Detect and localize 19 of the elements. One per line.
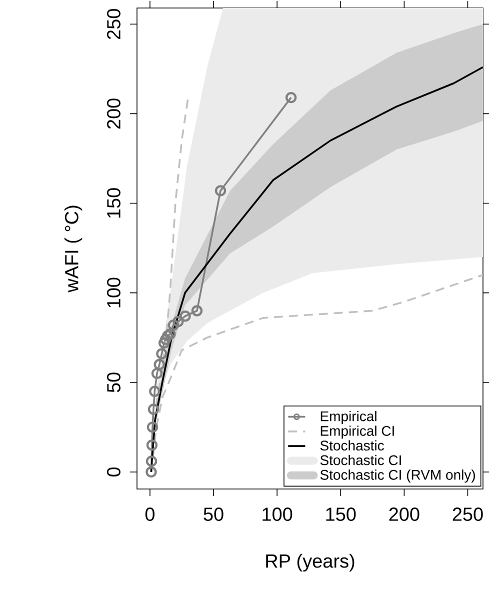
- legend-label: Empirical CI: [320, 426, 394, 439]
- x-tick-label: 150: [326, 508, 356, 521]
- y-tick-label: 200: [107, 98, 120, 129]
- y-tick-label: 250: [107, 9, 120, 40]
- legend-label: Stochastic: [320, 440, 384, 451]
- x-tick-label: 200: [389, 508, 420, 521]
- x-tick-label: 0: [145, 508, 154, 521]
- y-tick-label: 100: [107, 278, 120, 308]
- x-tick-label: 50: [204, 508, 224, 521]
- legend-label: Stochastic CI: [320, 454, 401, 466]
- y-tick-label: 0: [107, 467, 120, 477]
- legend-label: Empirical: [320, 410, 376, 424]
- y-tick-label: 150: [107, 188, 120, 218]
- legend-label: Stochastic CI (RVM only): [320, 470, 475, 483]
- y-axis-title: wAFI ( °C): [64, 206, 82, 292]
- x-tick-label: 250: [452, 508, 483, 521]
- y-tick-label: 50: [107, 372, 120, 392]
- x-tick-label: 100: [262, 508, 292, 521]
- x-axis-title: RP (years): [266, 554, 354, 572]
